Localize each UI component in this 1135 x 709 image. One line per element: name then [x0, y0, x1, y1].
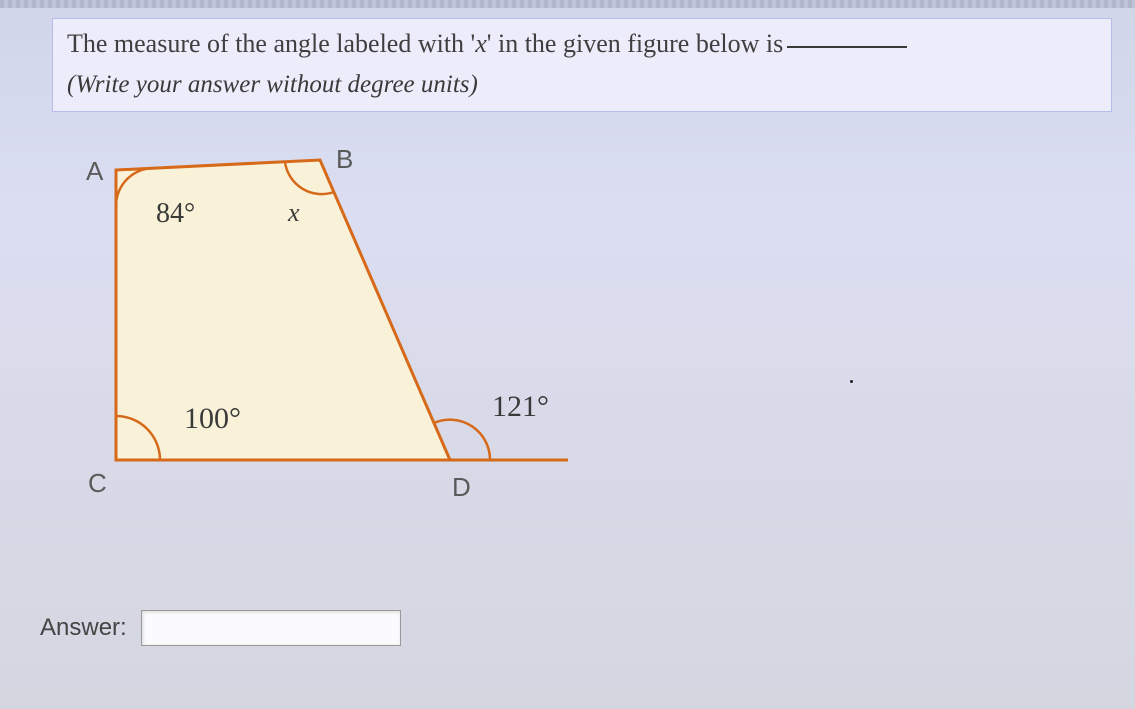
question-line-2: (Write your answer without degree units) [67, 71, 1097, 99]
question-line-1: The measure of the angle labeled with 'x… [67, 29, 1097, 59]
answer-input[interactable] [141, 610, 401, 646]
vertex-label-c: C [88, 468, 107, 499]
vertex-label-a: A [86, 156, 103, 187]
vertex-label-d: D [452, 472, 471, 503]
angle-value-c: 100° [184, 402, 241, 436]
question-text-prefix: The measure of the angle labeled with ' [67, 29, 475, 58]
angle-value-x: x [288, 198, 300, 228]
answer-row: Answer: [40, 610, 401, 646]
figure-svg [60, 150, 620, 520]
geometry-figure: A B C D 84° x 100° 121° [60, 150, 620, 520]
page-root: The measure of the angle labeled with 'x… [0, 0, 1135, 709]
angle-value-d: 121° [492, 390, 549, 424]
question-box: The measure of the angle labeled with 'x… [52, 18, 1112, 112]
question-text-suffix: ' in the given figure below is [487, 29, 783, 58]
question-variable: x [475, 29, 487, 58]
angle-value-a: 84° [156, 198, 195, 230]
stray-dot [850, 380, 853, 383]
browser-chrome-strip [0, 0, 1135, 8]
answer-label: Answer: [40, 614, 127, 642]
vertex-label-b: B [336, 144, 353, 175]
fill-blank [787, 46, 907, 48]
